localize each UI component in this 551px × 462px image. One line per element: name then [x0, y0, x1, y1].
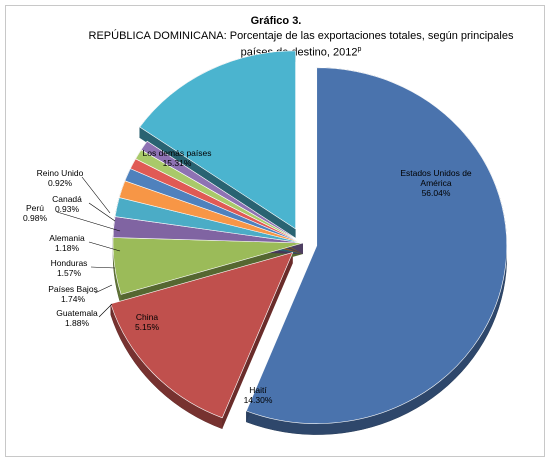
slice-wall-los-demas-paises	[139, 127, 296, 240]
chart-title: Gráfico 3.	[250, 15, 302, 27]
leader-line-alemania	[88, 241, 121, 252]
data-label-name-peru: Perú	[26, 203, 44, 213]
slice-wall-haiti	[222, 252, 293, 429]
data-label-value-reino-unido: 0.92%	[48, 178, 73, 188]
slice-estados-unidos-de-america	[245, 67, 508, 424]
leader-line-peru	[56, 211, 121, 232]
data-label-value-paises-bajos: 1.74%	[61, 294, 86, 304]
leader-line-honduras	[90, 266, 116, 269]
data-label-name-estados-unidos-de-america: Estados Unidos de	[400, 168, 472, 178]
slice-reino-unido	[140, 140, 304, 244]
leader-line-paises-bajos	[94, 284, 113, 294]
pie-slices	[110, 50, 508, 424]
chart-subtitle-superscript: p	[357, 46, 362, 53]
data-label-value-haiti: 14.30%	[244, 395, 273, 405]
leader-line-canada	[88, 202, 116, 222]
data-label-value-los-demas-paises: 15.31%	[163, 158, 192, 168]
data-label-name-estados-unidos-de-america: América	[420, 178, 451, 188]
data-label-name-paises-bajos: Países Bajos	[48, 284, 98, 294]
data-label-value-honduras: 1.57%	[57, 268, 82, 278]
data-label-name-alemania: Alemania	[49, 233, 85, 243]
data-label-value-estados-unidos-de-america: 56.04%	[422, 188, 451, 198]
data-label-name-haiti: Haití	[249, 385, 267, 395]
data-label-name-guatemala: Guatemala	[56, 308, 98, 318]
data-label-name-reino-unido: Reino Unido	[37, 168, 84, 178]
data-label-name-los-demas-paises: Los demás países	[143, 148, 212, 158]
data-label-value-guatemala: 1.88%	[65, 318, 90, 328]
leader-line-guatemala	[98, 303, 113, 318]
data-label-name-honduras: Honduras	[51, 258, 88, 268]
slice-los-demas-paises	[139, 50, 296, 230]
data-label-value-china: 5.15%	[135, 322, 160, 332]
leader-line-reino-unido	[81, 176, 111, 214]
data-label-name-canada: Canadá	[52, 194, 82, 204]
data-label-value-alemania: 1.18%	[55, 243, 80, 253]
data-label-name-china: China	[136, 312, 158, 322]
data-label-value-canada: 0.93%	[55, 204, 80, 214]
slice-haiti	[110, 252, 294, 419]
data-label-value-peru: 0.98%	[23, 213, 48, 223]
